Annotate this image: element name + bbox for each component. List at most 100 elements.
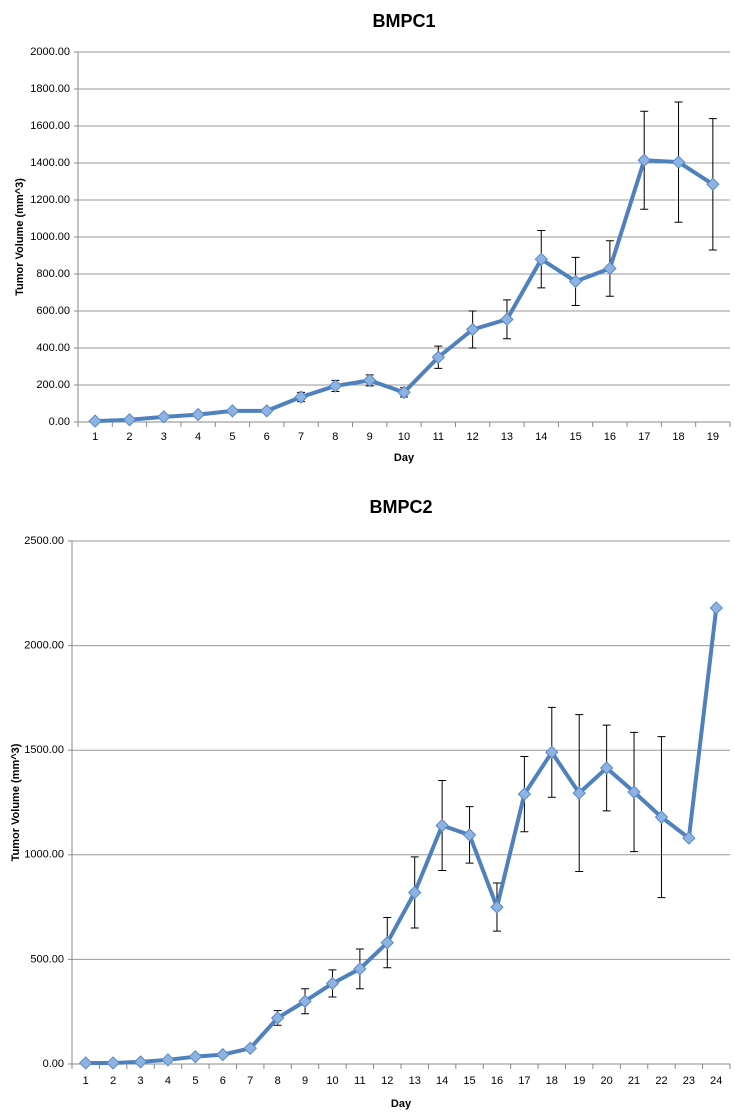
marker (682, 831, 696, 845)
marker (568, 274, 583, 289)
x-tick-label: 22 (655, 1075, 667, 1087)
marker (637, 153, 651, 167)
marker (122, 413, 137, 427)
x-tick-label: 9 (302, 1075, 308, 1087)
x-tick-label: 1 (92, 431, 98, 443)
y-tick-label: 1400.00 (30, 157, 70, 169)
series-line (95, 158, 714, 424)
y-tick-label: 2000.00 (24, 640, 64, 652)
x-tick-label: 4 (165, 1075, 171, 1087)
x-tick-label: 14 (535, 431, 547, 443)
marker (216, 1047, 230, 1062)
marker (627, 785, 641, 799)
x-tick-label: 6 (220, 1075, 226, 1087)
x-tick-label: 14 (436, 1075, 448, 1087)
x-tick-label: 16 (491, 1075, 503, 1087)
x-tick-label: 21 (628, 1075, 640, 1087)
x-tick-label: 11 (433, 431, 444, 443)
marker (517, 787, 532, 801)
x-tick-label: 3 (161, 431, 167, 443)
x-axis-label: Day (391, 1098, 412, 1110)
x-tick-label: 12 (381, 1075, 393, 1087)
y-tick-label: 800.00 (36, 268, 70, 280)
y-tick-label: 600.00 (36, 305, 70, 317)
marker (188, 1049, 203, 1064)
marker (362, 373, 377, 388)
x-tick-label: 16 (604, 431, 616, 443)
y-tick-label: 1000.00 (30, 231, 70, 243)
marker (603, 261, 617, 276)
marker (79, 1056, 93, 1070)
y-tick-label: 200.00 (36, 379, 70, 391)
x-tick-label: 8 (275, 1075, 281, 1087)
x-tick-label: 15 (463, 1075, 475, 1087)
x-tick-label: 19 (707, 431, 719, 443)
y-tick-label: 500.00 (30, 953, 64, 965)
marker (534, 252, 548, 266)
marker (671, 155, 686, 169)
x-tick-label: 13 (409, 1075, 421, 1087)
marker (490, 900, 504, 914)
marker (435, 818, 449, 833)
marker (397, 385, 411, 400)
marker (325, 976, 340, 991)
y-tick-label: 2000.00 (30, 46, 70, 58)
x-tick-label: 10 (326, 1075, 338, 1087)
marker (270, 1011, 285, 1025)
y-tick-label: 1000.00 (24, 849, 64, 861)
x-tick-label: 9 (367, 431, 373, 443)
marker (133, 1055, 148, 1069)
marker (225, 404, 240, 418)
x-tick-label: 17 (638, 431, 650, 443)
y-tick-label: 400.00 (36, 342, 70, 354)
y-tick-label: 1800.00 (30, 83, 70, 95)
y-axis-label: Tumor Volume (mm^3) (14, 178, 26, 296)
x-tick-label: 11 (354, 1075, 365, 1087)
x-tick-label: 24 (710, 1075, 722, 1087)
x-tick-label: 8 (332, 431, 338, 443)
marker (161, 1053, 175, 1067)
marker (599, 761, 614, 775)
marker (431, 350, 446, 364)
x-tick-label: 19 (573, 1075, 585, 1087)
marker (380, 935, 394, 950)
marker (709, 601, 723, 615)
y-tick-label: 0.00 (43, 1058, 64, 1070)
y-axis-label: Tumor Volume (mm^3) (10, 743, 22, 861)
marker (298, 994, 312, 1008)
marker (500, 312, 514, 327)
marker (157, 410, 171, 424)
y-tick-label: 1500.00 (24, 744, 64, 756)
x-tick-label: 1 (83, 1075, 89, 1087)
y-tick-label: 0.00 (49, 416, 70, 428)
marker (654, 810, 669, 824)
x-tick-label: 13 (501, 431, 513, 443)
y-tick-label: 1200.00 (30, 194, 70, 206)
marker (106, 1056, 120, 1070)
chart-title: BMPC2 (369, 497, 432, 517)
marker (465, 322, 480, 337)
x-tick-label: 7 (298, 431, 304, 443)
x-tick-label: 4 (195, 431, 201, 443)
marker (294, 390, 308, 404)
x-tick-label: 7 (247, 1075, 253, 1087)
x-tick-label: 5 (229, 431, 235, 443)
x-tick-label: 12 (467, 431, 479, 443)
marker (191, 407, 205, 422)
x-tick-label: 15 (569, 431, 581, 443)
x-tick-label: 2 (110, 1075, 116, 1087)
y-tick-label: 2500.00 (24, 535, 64, 547)
marker (462, 828, 477, 842)
x-tick-label: 18 (672, 431, 684, 443)
marker (408, 885, 422, 900)
x-tick-label: 6 (264, 431, 270, 443)
marker (88, 414, 102, 428)
x-tick-label: 23 (683, 1075, 695, 1087)
series-line (85, 607, 719, 1065)
x-tick-label: 20 (601, 1075, 613, 1087)
marker (572, 786, 586, 800)
marker (243, 1041, 257, 1056)
marker (353, 962, 367, 976)
